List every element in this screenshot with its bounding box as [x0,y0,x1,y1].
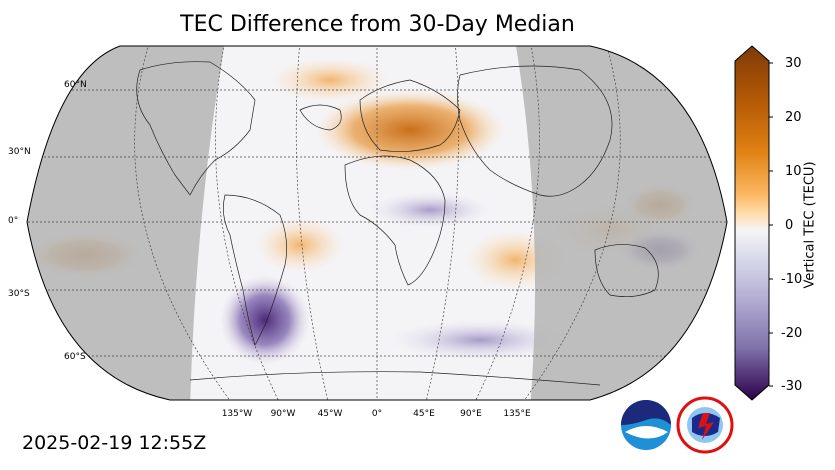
colorbar-tick: 0 [785,218,794,233]
lon-label: 135°W [221,409,253,419]
noaa-logo [621,400,671,450]
lon-label: 135°E [503,409,531,419]
colorbar-tick: -20 [781,326,803,341]
colorbar-tick: -10 [781,272,803,287]
map-border [26,45,728,401]
lon-label: 45°W [317,409,343,419]
europe-positive-anomaly [315,90,505,170]
coastlines [136,61,659,386]
lon-label: 90°W [270,409,296,419]
lon-label: 90°E [460,409,482,419]
colorbar-tick: 30 [785,56,802,71]
graticule [27,46,727,400]
lat-label: 30°N [8,147,31,157]
lat-label: 60°N [64,80,87,90]
map-title: TEC Difference from 30-Day Median [180,12,575,37]
lat-label: 30°S [8,289,30,299]
lon-label: 0° [371,409,383,419]
colorbar-axis-label: Vertical TEC (TECU) [802,161,818,289]
lon-label: 45°E [413,409,435,419]
colorbar [734,45,773,401]
night-region-east [515,46,727,400]
globe [27,46,727,400]
night-region-west [27,46,225,400]
south-america-negative-anomaly [220,275,310,365]
colorbar-tick: 20 [785,110,802,125]
colorbar-tick: 10 [785,164,802,179]
colorbar-tick: -30 [781,379,803,394]
lat-label: 0° [8,216,19,226]
timestamp: 2025-02-19 12:55Z [22,432,207,454]
nws-logo [676,396,734,454]
lat-label: 60°S [64,352,86,362]
